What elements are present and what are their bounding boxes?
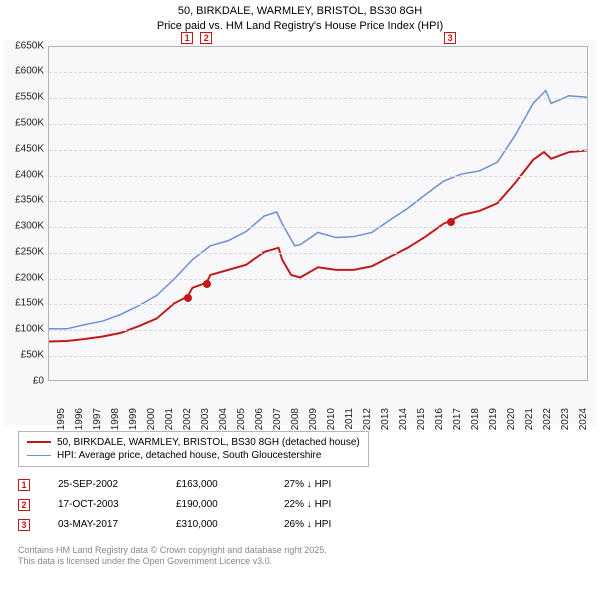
y-axis-tick: £150K — [4, 298, 44, 309]
plot-box: £0 £50K £100K £150K £200K £250K £300K £350K £400… — [4, 40, 596, 425]
x-axis-tick: 1996 — [74, 408, 85, 430]
marker-index-icon: 2 — [18, 499, 30, 511]
x-axis-tick: 1995 — [56, 408, 67, 430]
x-axis-tick: 2023 — [560, 408, 571, 430]
x-axis-tick: 2006 — [254, 408, 265, 430]
footer-line: Contains HM Land Registry data © Crown c… — [18, 545, 596, 557]
x-axis-tick: 2022 — [542, 408, 553, 430]
marker-row: 1 25-SEP-2002 £163,000 27% ↓ HPI — [18, 475, 596, 495]
y-axis-tick: £650K — [4, 40, 44, 51]
marker-price: £190,000 — [176, 499, 256, 510]
title-line-2: Price paid vs. HM Land Registry's House … — [4, 19, 596, 34]
x-axis-tick: 2012 — [362, 408, 373, 430]
y-axis-tick: £600K — [4, 66, 44, 77]
x-axis-tick: 1998 — [110, 408, 121, 430]
x-axis-tick: 1997 — [92, 408, 103, 430]
y-axis-tick: £100K — [4, 324, 44, 335]
marker-dot — [203, 280, 211, 288]
footer-line: This data is licensed under the Open Gov… — [18, 556, 596, 568]
y-axis-tick: £500K — [4, 117, 44, 128]
plot-area — [48, 46, 588, 381]
x-axis-tick: 2000 — [146, 408, 157, 430]
x-axis-tick: 2007 — [272, 408, 283, 430]
x-axis-tick: 2017 — [452, 408, 463, 430]
marker-dot — [184, 294, 192, 302]
legend-label: 50, BIRKDALE, WARMLEY, BRISTOL, BS30 8GH… — [57, 437, 360, 448]
y-axis-tick: £450K — [4, 143, 44, 154]
legend-swatch — [27, 441, 51, 443]
legend-label: HPI: Average price, detached house, Sout… — [57, 450, 321, 461]
y-axis-tick: £0 — [4, 375, 44, 386]
title-line-1: 50, BIRKDALE, WARMLEY, BRISTOL, BS30 8GH — [4, 4, 596, 19]
marker-index-icon: 1 — [181, 32, 193, 44]
y-axis-tick: £50K — [4, 349, 44, 360]
marker-date: 25-SEP-2002 — [58, 479, 148, 490]
marker-row: 2 17-OCT-2003 £190,000 22% ↓ HPI — [18, 495, 596, 515]
x-axis-tick: 1999 — [128, 408, 139, 430]
x-axis-tick: 2019 — [488, 408, 499, 430]
marker-delta: 22% ↓ HPI — [284, 499, 331, 510]
series-line — [49, 90, 587, 328]
x-axis-tick: 2003 — [200, 408, 211, 430]
x-axis-tick: 2001 — [164, 408, 175, 430]
marker-date: 03-MAY-2017 — [58, 519, 148, 530]
marker-index-icon: 1 — [18, 479, 30, 491]
x-axis-tick: 2018 — [470, 408, 481, 430]
marker-price: £163,000 — [176, 479, 256, 490]
x-axis-tick: 2014 — [398, 408, 409, 430]
marker-price: £310,000 — [176, 519, 256, 530]
y-axis-tick: £400K — [4, 169, 44, 180]
footer-attribution: Contains HM Land Registry data © Crown c… — [18, 545, 596, 568]
x-axis-tick: 2011 — [344, 408, 355, 430]
chart-title: 50, BIRKDALE, WARMLEY, BRISTOL, BS30 8GH… — [4, 4, 596, 34]
marker-dot — [447, 218, 455, 226]
marker-row: 3 03-MAY-2017 £310,000 26% ↓ HPI — [18, 515, 596, 535]
x-axis-tick: 2020 — [506, 408, 517, 430]
legend: 50, BIRKDALE, WARMLEY, BRISTOL, BS30 8GH… — [18, 431, 369, 467]
x-axis-tick: 2002 — [182, 408, 193, 430]
marker-index-icon: 3 — [444, 32, 456, 44]
x-axis-tick: 2013 — [380, 408, 391, 430]
legend-swatch — [27, 455, 51, 456]
x-axis-tick: 2015 — [416, 408, 427, 430]
legend-item: HPI: Average price, detached house, Sout… — [27, 449, 360, 462]
x-axis-tick: 2005 — [236, 408, 247, 430]
marker-date: 17-OCT-2003 — [58, 499, 148, 510]
y-axis-tick: £550K — [4, 92, 44, 103]
x-axis-tick: 2010 — [326, 408, 337, 430]
x-axis-tick: 2009 — [308, 408, 319, 430]
y-axis-tick: £350K — [4, 195, 44, 206]
y-axis-tick: £300K — [4, 221, 44, 232]
marker-delta: 26% ↓ HPI — [284, 519, 331, 530]
x-axis-tick: 2016 — [434, 408, 445, 430]
marker-index-icon: 2 — [200, 32, 212, 44]
marker-index-icon: 3 — [18, 519, 30, 531]
marker-table: 1 25-SEP-2002 £163,000 27% ↓ HPI 2 17-OC… — [18, 475, 596, 535]
x-axis-tick: 2021 — [524, 408, 535, 430]
x-axis-tick: 2004 — [218, 408, 229, 430]
series-line — [49, 150, 587, 341]
legend-item: 50, BIRKDALE, WARMLEY, BRISTOL, BS30 8GH… — [27, 436, 360, 449]
x-axis-tick: 2024 — [578, 408, 589, 430]
y-axis-tick: £200K — [4, 272, 44, 283]
y-axis-tick: £250K — [4, 246, 44, 257]
chart-container: 50, BIRKDALE, WARMLEY, BRISTOL, BS30 8GH… — [0, 0, 600, 590]
marker-delta: 27% ↓ HPI — [284, 479, 331, 490]
x-axis-tick: 2008 — [290, 408, 301, 430]
